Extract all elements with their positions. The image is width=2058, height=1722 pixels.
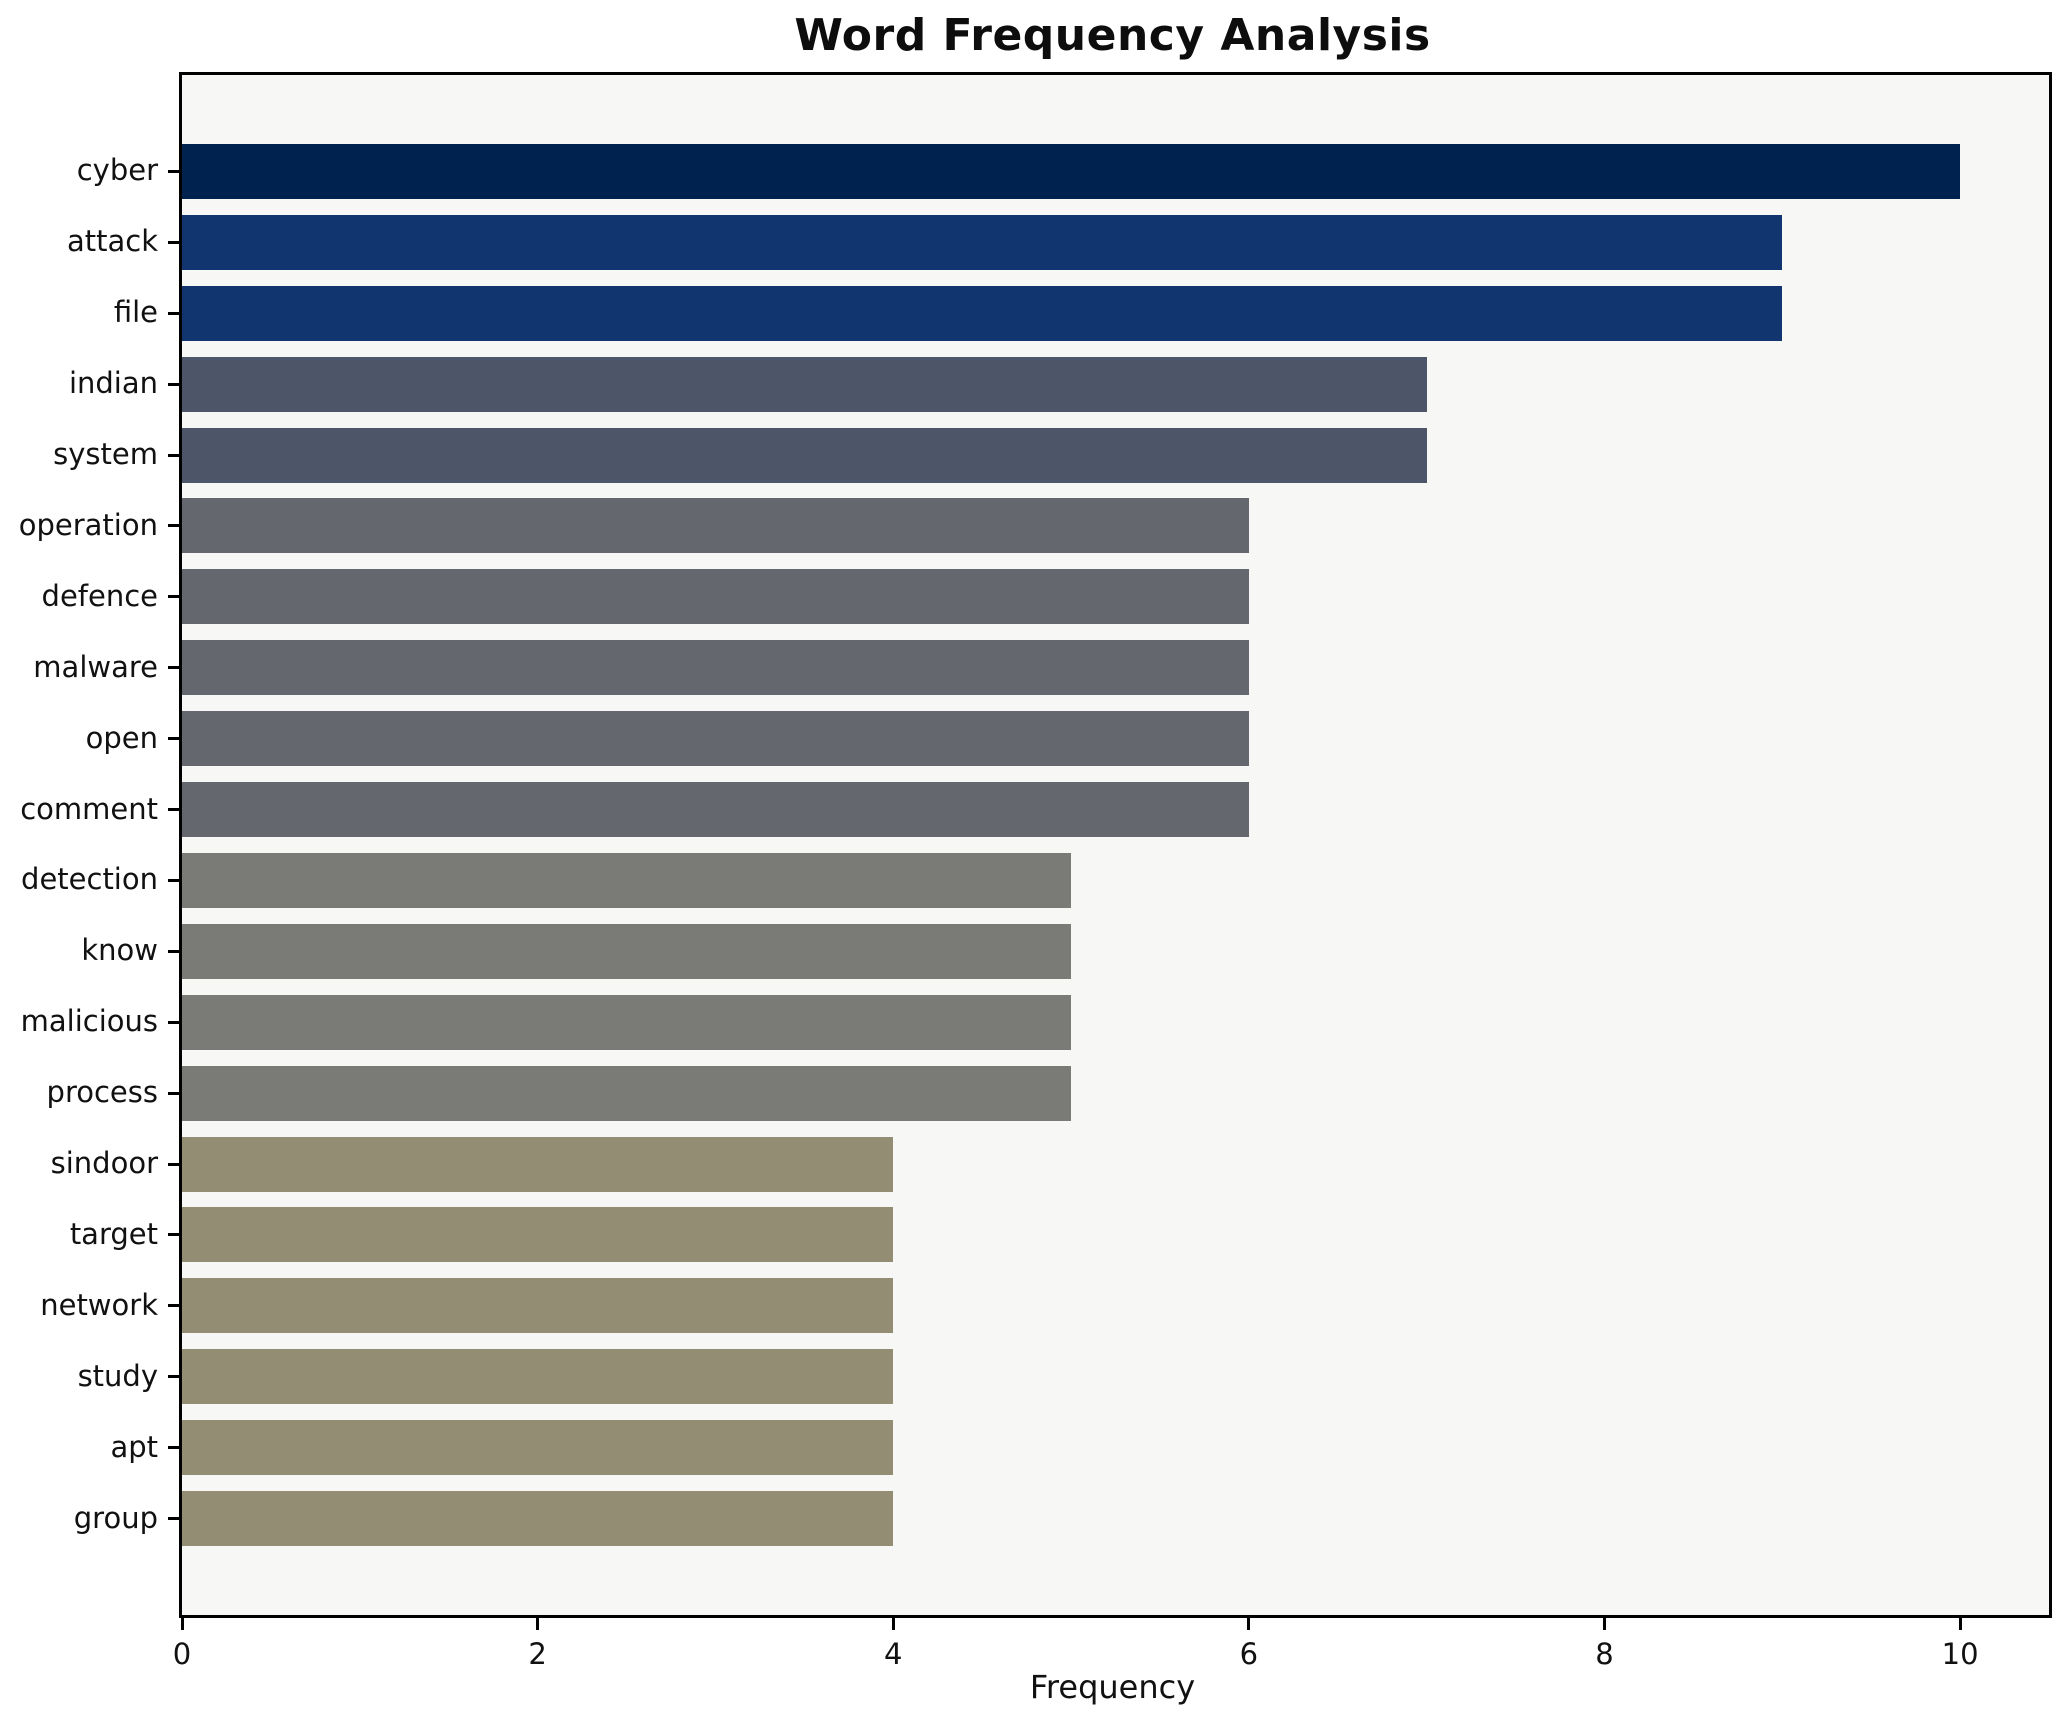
bar-file: [182, 285, 1783, 341]
y-tick-label-network: network: [40, 1287, 158, 1322]
x-tick: [1247, 1618, 1251, 1630]
y-tick: [168, 524, 179, 528]
y-tick: [168, 1020, 179, 1024]
bar-target: [182, 1207, 894, 1263]
x-tick-label-6: 6: [1239, 1637, 1259, 1671]
y-tick: [168, 240, 179, 244]
y-tick: [168, 595, 179, 599]
bar-sindoor: [182, 1136, 894, 1192]
y-tick: [168, 666, 179, 670]
y-tick-label-process: process: [46, 1075, 158, 1110]
x-tick: [1602, 1618, 1606, 1630]
bar-malicious: [182, 994, 1072, 1050]
y-tick: [168, 1446, 179, 1450]
bar-indian: [182, 356, 1427, 412]
bar-study: [182, 1349, 894, 1405]
bar-system: [182, 427, 1427, 483]
y-tick-label-defence: defence: [41, 578, 158, 613]
y-tick-label-comment: comment: [20, 791, 158, 826]
x-tick-label-2: 2: [528, 1637, 547, 1671]
y-tick: [168, 1375, 179, 1379]
bar-malware: [182, 640, 1249, 696]
y-tick-label-system: system: [53, 437, 158, 472]
y-tick-label-sindoor: sindoor: [50, 1146, 158, 1181]
y-tick-label-study: study: [77, 1358, 158, 1393]
y-tick: [168, 737, 179, 741]
x-axis-label: Frequency: [1029, 1668, 1196, 1706]
bar-group: [182, 1491, 894, 1547]
y-tick: [168, 949, 179, 953]
y-tick-label-attack: attack: [66, 224, 158, 259]
bar-know: [182, 923, 1072, 979]
y-tick: [168, 1304, 179, 1308]
y-tick-label-malicious: malicious: [20, 1004, 158, 1039]
bar-open: [182, 711, 1249, 767]
y-tick-label-apt: apt: [110, 1429, 158, 1464]
plot-area: cyber attack file indian system operation defe…: [19, 72, 2052, 1671]
chart-title: Word Frequency Analysis: [794, 10, 1431, 61]
y-tick: [168, 1091, 179, 1095]
bar-cyber: [182, 143, 1961, 199]
y-tick: [168, 1162, 179, 1166]
bar-comment: [182, 782, 1249, 838]
y-tick: [168, 382, 179, 386]
y-tick-label-malware: malware: [33, 649, 158, 684]
x-tick-label-0: 0: [172, 1637, 192, 1671]
y-tick-label-indian: indian: [68, 366, 158, 401]
x-tick: [891, 1618, 895, 1630]
y-tick-label-detection: detection: [21, 862, 158, 897]
x-tick-label-8: 8: [1595, 1637, 1614, 1671]
y-tick-label-know: know: [81, 933, 158, 968]
bar-defence: [182, 569, 1249, 625]
y-tick: [168, 878, 179, 882]
y-tick: [168, 808, 179, 812]
y-tick-label-file: file: [113, 295, 158, 330]
y-tick-label-open: open: [85, 720, 158, 755]
y-tick-label-target: target: [69, 1216, 158, 1251]
y-tick: [168, 311, 179, 315]
bar-detection: [182, 852, 1072, 908]
x-tick: [536, 1618, 540, 1630]
y-tick: [168, 1233, 179, 1237]
bar-process: [182, 1065, 1072, 1121]
x-tick-label-10: 10: [1941, 1637, 1979, 1671]
y-tick-label-operation: operation: [18, 507, 158, 542]
bar-apt: [182, 1420, 894, 1476]
y-tick: [168, 169, 179, 173]
y-tick-label-cyber: cyber: [76, 153, 158, 188]
y-tick: [168, 453, 179, 457]
x-tick-label-4: 4: [884, 1637, 903, 1671]
bar-operation: [182, 498, 1249, 554]
bar-network: [182, 1278, 894, 1334]
y-tick-label-group: group: [73, 1500, 158, 1535]
x-tick: [180, 1618, 184, 1630]
bar-attack: [182, 214, 1783, 270]
x-tick: [1958, 1618, 1962, 1630]
y-tick: [168, 1517, 179, 1521]
